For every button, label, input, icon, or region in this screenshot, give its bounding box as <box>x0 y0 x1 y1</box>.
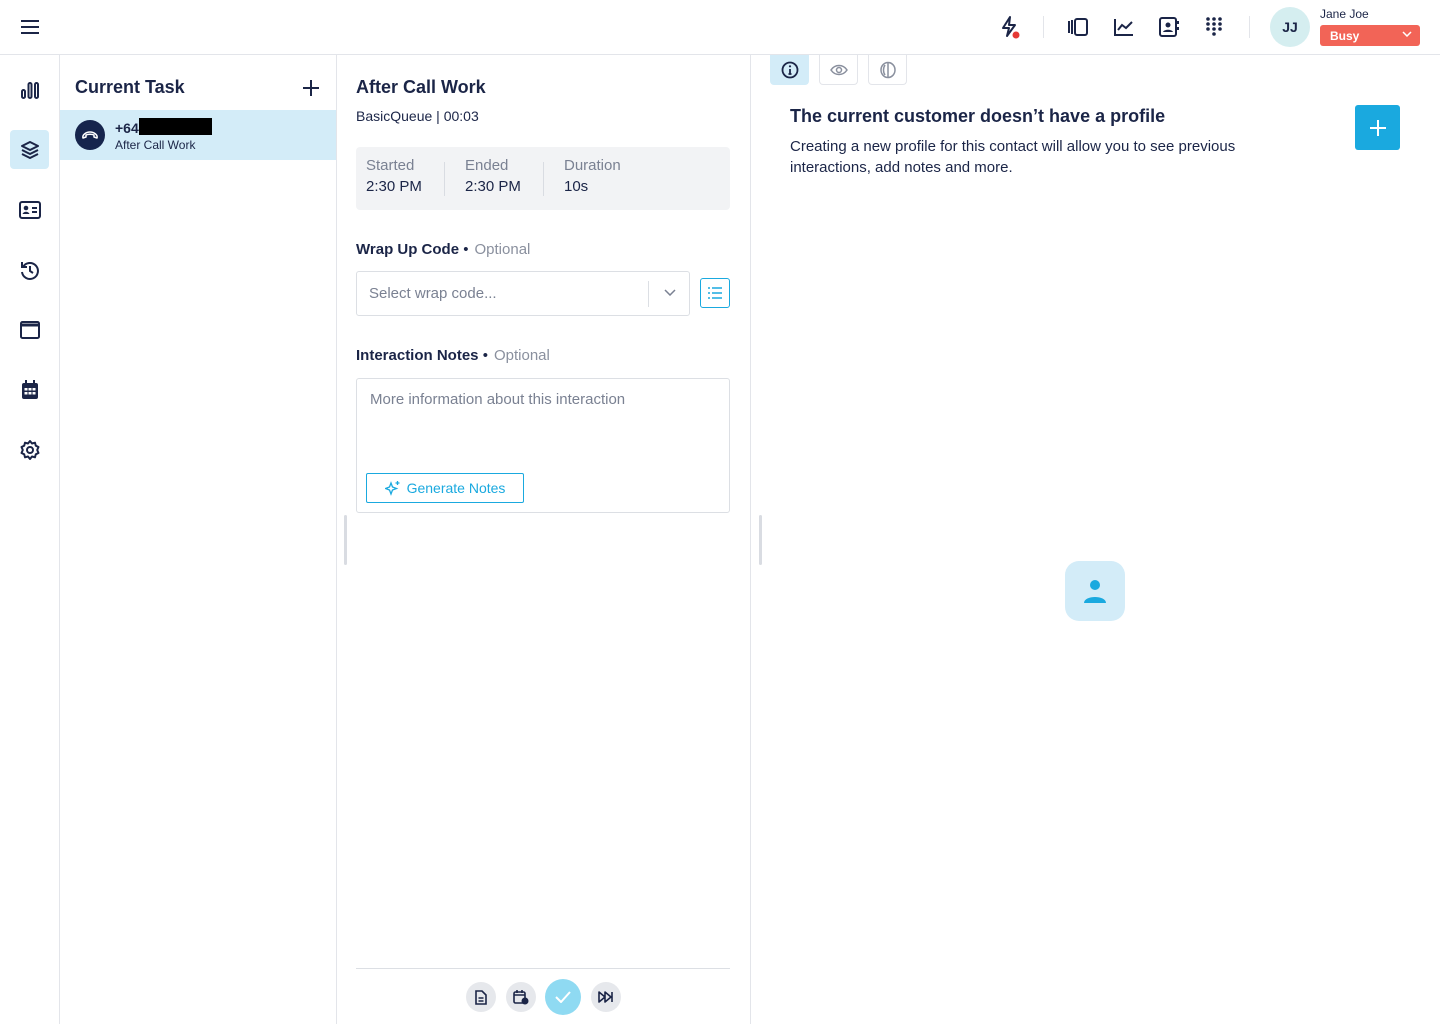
hangup-phone-icon <box>75 120 105 150</box>
status-dropdown[interactable]: Busy <box>1320 25 1420 46</box>
top-bar: JJ Jane Joe Busy <box>0 0 1440 55</box>
lightning-icon[interactable] <box>995 13 1023 41</box>
no-profile-title: The current customer doesn’t have a prof… <box>790 106 1166 126</box>
dialpad-icon[interactable] <box>1200 13 1228 41</box>
schedule-callback-button[interactable] <box>506 982 536 1012</box>
resize-handle[interactable] <box>344 515 347 565</box>
status-label: Busy <box>1330 29 1360 43</box>
complete-button[interactable] <box>545 979 581 1015</box>
tab-view[interactable] <box>819 55 858 85</box>
add-task-button[interactable] <box>297 74 325 102</box>
nav-tasks[interactable] <box>10 130 49 169</box>
chevron-down-icon <box>1402 31 1412 37</box>
info-icon <box>781 61 798 78</box>
nav-rail <box>0 55 60 1024</box>
avatar[interactable]: JJ <box>1270 7 1310 47</box>
wrap-code-list-button[interactable] <box>700 278 730 308</box>
resize-handle[interactable] <box>759 515 762 565</box>
duration-value: 10s <box>564 178 589 195</box>
plus-icon <box>303 80 319 96</box>
wrap-code-label: Wrap Up Code • Optional <box>356 241 531 258</box>
call-times: Started 2:30 PM Ended 2:30 PM Duration 10s <box>356 147 730 210</box>
generate-notes-button[interactable]: Generate Notes <box>366 473 524 503</box>
after-call-work-panel: After Call Work BasicQueue | 00:03 Start… <box>337 55 751 1024</box>
redacted-number <box>139 118 212 135</box>
list-icon <box>708 287 722 299</box>
queue-name: BasicQueue <box>356 108 433 124</box>
nav-contacts[interactable] <box>10 190 49 229</box>
profile-panel: The current customer doesn’t have a prof… <box>751 55 1440 1024</box>
contact-book-icon[interactable] <box>1155 13 1183 41</box>
wrap-code-placeholder: Select wrap code... <box>369 285 497 302</box>
layers-icon <box>20 140 39 159</box>
check-icon <box>555 991 571 1003</box>
history-icon <box>20 261 39 280</box>
page-title: After Call Work <box>356 77 486 97</box>
fast-forward-icon <box>598 991 613 1003</box>
nav-stats[interactable] <box>10 70 49 109</box>
notes-placeholder: More information about this interaction <box>370 391 626 408</box>
task-status: After Call Work <box>115 138 196 152</box>
chart-line-icon[interactable] <box>1110 13 1138 41</box>
ended-label: Ended <box>465 157 509 174</box>
document-icon <box>475 989 487 1005</box>
acw-timer: 00:03 <box>443 108 479 124</box>
create-profile-button[interactable] <box>1355 105 1400 150</box>
profile-placeholder-avatar <box>1065 561 1125 621</box>
chevron-down-icon <box>664 289 676 296</box>
no-profile-description: Creating a new profile for this contact … <box>790 138 1236 176</box>
bar-chart-icon <box>20 81 39 99</box>
id-card-icon <box>18 200 41 219</box>
skip-button[interactable] <box>591 982 621 1012</box>
task-number: +64 <box>115 120 139 136</box>
queue-info: BasicQueue | 00:03 <box>356 108 479 124</box>
wrap-code-select[interactable]: Select wrap code... <box>356 271 690 316</box>
document-button[interactable] <box>466 982 496 1012</box>
tab-brain[interactable] <box>868 55 907 85</box>
sparkle-icon <box>384 481 400 496</box>
started-label: Started <box>366 157 415 174</box>
tab-info[interactable] <box>770 55 809 85</box>
nav-calendar[interactable] <box>10 370 49 409</box>
started-value: 2:30 PM <box>366 178 422 195</box>
menu-icon[interactable] <box>16 13 44 41</box>
duration-label: Duration <box>564 157 621 174</box>
brain-icon <box>879 61 896 78</box>
nav-browser[interactable] <box>10 310 49 349</box>
person-icon <box>1084 580 1106 603</box>
nav-history[interactable] <box>10 250 49 289</box>
generate-notes-label: Generate Notes <box>406 480 506 496</box>
calendar-icon <box>21 379 38 399</box>
panel-icon[interactable] <box>1064 13 1092 41</box>
eye-icon <box>829 64 848 75</box>
nav-settings[interactable] <box>10 430 49 469</box>
ended-value: 2:30 PM <box>465 178 521 195</box>
window-icon <box>19 320 40 339</box>
gear-icon <box>20 439 39 460</box>
calendar-clock-icon <box>513 990 529 1005</box>
user-name: Jane Joe <box>1320 7 1369 21</box>
plus-icon <box>1369 119 1386 136</box>
task-list-panel: Current Task +64 After Call Work <box>60 55 337 1024</box>
task-item[interactable]: +64 After Call Work <box>60 110 336 160</box>
panel-title: Current Task <box>75 77 185 97</box>
notes-label: Interaction Notes • Optional <box>356 347 550 364</box>
notes-textarea[interactable]: More information about this interaction <box>356 378 730 513</box>
